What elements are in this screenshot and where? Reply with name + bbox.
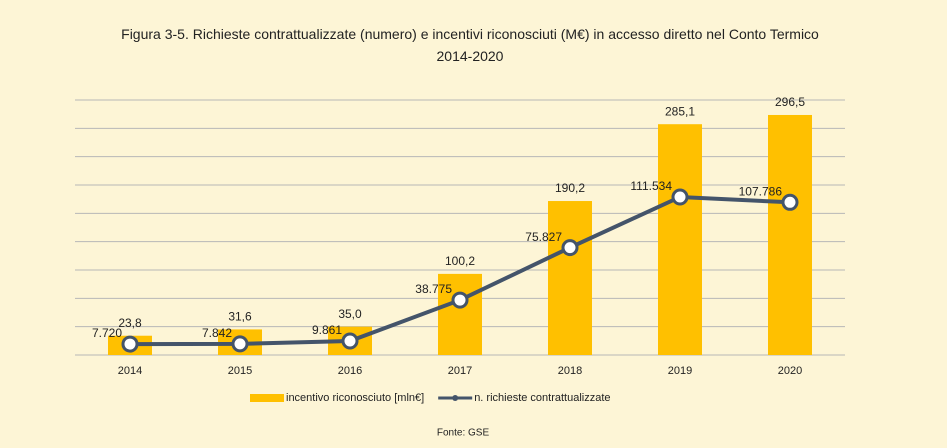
line-value-label: 9.861	[312, 323, 342, 337]
chart-title: Figura 3-5. Richieste contrattualizzate …	[121, 26, 819, 64]
line-marker	[781, 193, 799, 211]
bar-value-label: 296,5	[775, 95, 805, 109]
x-tick-label: 2018	[558, 365, 582, 377]
bar-value-label: 35,0	[338, 307, 362, 321]
x-tick-label: 2015	[228, 365, 252, 377]
line-value-label: 7.842	[202, 326, 232, 340]
legend-label: incentivo riconosciuto [mln€]	[286, 392, 424, 404]
line-value-label: 38.775	[415, 282, 452, 296]
x-tick-label: 2017	[448, 365, 472, 377]
bar	[548, 201, 592, 355]
line-value-label: 107.786	[739, 184, 783, 198]
bar	[768, 114, 812, 355]
line-marker	[561, 239, 579, 257]
legend-label: n. richieste contrattualizzate	[474, 392, 610, 404]
legend-marker	[452, 395, 459, 401]
line-value-label: 75.827	[525, 230, 562, 244]
line-marker	[341, 332, 359, 350]
bar-value-label: 31,6	[228, 310, 252, 324]
line-value-label: 111.534	[630, 179, 672, 193]
bar	[438, 273, 482, 355]
bar-value-label: 190,2	[555, 181, 585, 195]
x-tick-label: 2019	[668, 365, 692, 377]
bar	[658, 124, 702, 355]
x-tick-label: 2014	[118, 365, 142, 377]
line-marker	[671, 188, 689, 206]
line-marker	[451, 291, 469, 309]
bar-value-label: 285,1	[665, 104, 695, 118]
source: Fonte: GSE	[437, 428, 490, 439]
x-tick-label: 2016	[338, 365, 362, 377]
line-marker	[121, 335, 139, 353]
legend-swatch	[250, 394, 284, 402]
line-value-label: 7.720	[92, 326, 122, 340]
bar-value-label: 100,2	[445, 254, 475, 268]
bar-value-label: 23,8	[118, 316, 142, 330]
x-tick-label: 2020	[778, 365, 802, 377]
line-marker	[231, 335, 249, 353]
